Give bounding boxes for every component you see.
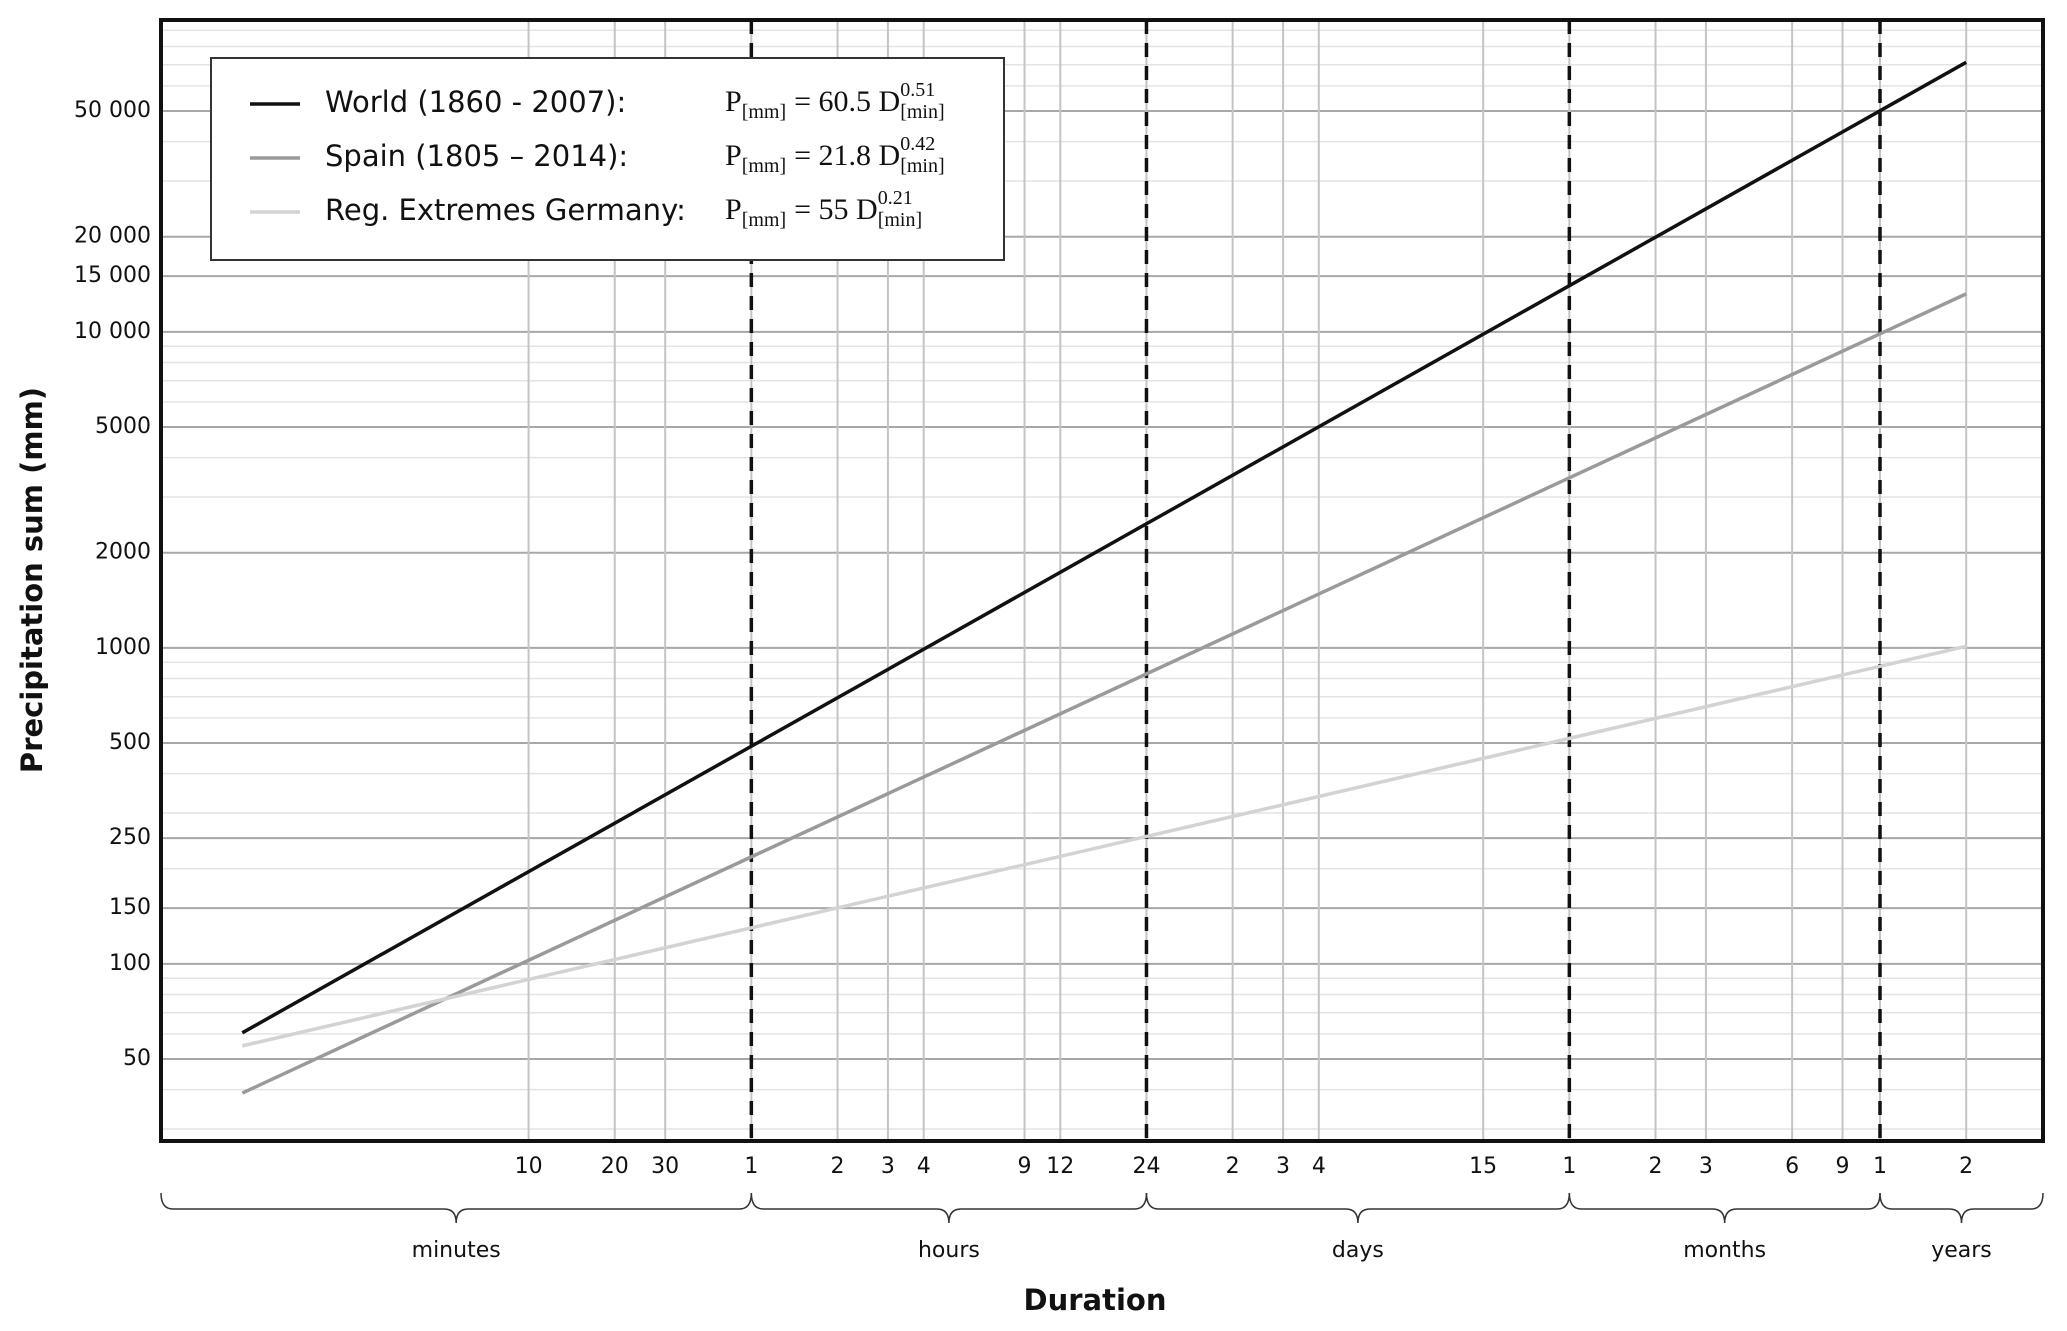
eq-lhs: P xyxy=(725,85,742,118)
unit-label: years xyxy=(1931,1238,1992,1263)
x-tick-label: 6 xyxy=(1785,1154,1799,1179)
legend-equation: P[mm] = 21.8 D0.42 [min] xyxy=(725,133,945,177)
eq-lhs: P xyxy=(725,193,742,226)
x-tick-label: 1 xyxy=(1873,1154,1887,1179)
unit-label: hours xyxy=(918,1238,980,1263)
legend-equation: P[mm] = 55 D0.21 [min] xyxy=(725,187,922,231)
plot-frame xyxy=(159,18,2045,1143)
series-line xyxy=(241,60,1968,1035)
x-tick-label: 12 xyxy=(1046,1154,1074,1179)
eq-lhs-sub: [mm] xyxy=(742,209,786,231)
unit-brace xyxy=(750,1192,1148,1224)
eq-sup: 0.21 xyxy=(878,187,913,209)
unit-label: days xyxy=(1332,1238,1384,1263)
x-tick-label: 2 xyxy=(1226,1154,1240,1179)
y-tick-label: 50 xyxy=(123,1046,151,1071)
x-tick-label: 15 xyxy=(1469,1154,1497,1179)
eq-sup: 0.51 xyxy=(900,79,935,101)
y-tick-label: 10 000 xyxy=(74,319,151,344)
unit-brace xyxy=(160,1192,753,1224)
legend-label: Spain (1805 – 2014): xyxy=(325,139,628,173)
x-tick-label: 20 xyxy=(601,1154,629,1179)
y-tick-label: 15 000 xyxy=(74,263,151,288)
unit-brace xyxy=(1568,1192,1881,1224)
eq-sup: 0.42 xyxy=(900,133,935,155)
eq-lhs: P xyxy=(725,139,742,172)
unit-label: minutes xyxy=(412,1238,501,1263)
x-tick-label: 3 xyxy=(1699,1154,1713,1179)
unit-brace xyxy=(1879,1192,2044,1224)
y-tick-label: 50 000 xyxy=(74,98,151,123)
x-tick-label: 9 xyxy=(1836,1154,1850,1179)
eq-rhs: = 21.8 D xyxy=(794,139,900,172)
legend-equation: P[mm] = 60.5 D0.51 [min] xyxy=(725,79,945,123)
x-axis-title: Duration xyxy=(1024,1283,1167,1317)
y-tick-label: 100 xyxy=(109,951,151,976)
eq-lhs-sub: [mm] xyxy=(742,155,786,177)
y-axis-title: Precipitation sum (mm) xyxy=(15,387,49,773)
eq-sub: [min] xyxy=(900,101,944,123)
x-tick-label: 2 xyxy=(1649,1154,1663,1179)
x-tick-label: 2 xyxy=(1959,1154,1973,1179)
x-tick-label: 4 xyxy=(917,1154,931,1179)
x-tick-label: 10 xyxy=(515,1154,543,1179)
y-tick-label: 20 000 xyxy=(74,224,151,249)
x-tick-label: 1 xyxy=(744,1154,758,1179)
legend-label: World (1860 - 2007): xyxy=(325,85,626,119)
y-tick-label: 5000 xyxy=(95,414,151,439)
legend-box xyxy=(210,57,1005,261)
eq-lhs-sub: [mm] xyxy=(742,101,786,123)
series-line xyxy=(241,292,1967,1095)
eq-rhs: = 55 D xyxy=(794,193,878,226)
x-tick-label: 24 xyxy=(1132,1154,1160,1179)
y-tick-label: 150 xyxy=(109,895,151,920)
x-tick-label: 4 xyxy=(1312,1154,1326,1179)
y-tick-label: 250 xyxy=(109,825,151,850)
x-tick-label: 3 xyxy=(881,1154,895,1179)
eq-sub: [min] xyxy=(878,209,922,231)
legend-label: Reg. Extremes Germany: xyxy=(325,193,686,227)
x-tick-label: 30 xyxy=(651,1154,679,1179)
series-line xyxy=(241,644,1967,1048)
y-tick-label: 1000 xyxy=(95,635,151,660)
x-tick-label: 1 xyxy=(1562,1154,1576,1179)
eq-sub: [min] xyxy=(900,155,944,177)
unit-brace xyxy=(1145,1192,1571,1224)
unit-label: months xyxy=(1683,1238,1766,1263)
eq-rhs: = 60.5 D xyxy=(794,85,900,118)
x-tick-label: 9 xyxy=(1018,1154,1032,1179)
y-tick-label: 500 xyxy=(109,730,151,755)
x-tick-label: 3 xyxy=(1276,1154,1290,1179)
y-tick-label: 2000 xyxy=(95,540,151,565)
x-tick-label: 2 xyxy=(831,1154,845,1179)
